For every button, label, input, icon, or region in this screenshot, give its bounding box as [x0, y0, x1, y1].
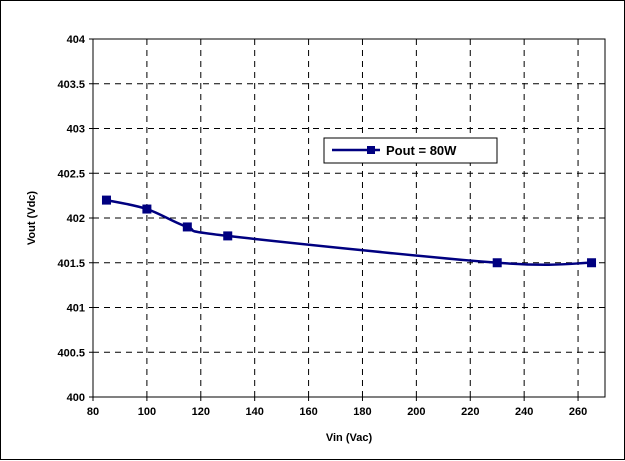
y-axis-label: Vout (Vdc): [26, 191, 38, 246]
y-tick-label: 403: [67, 124, 85, 136]
data-point: [142, 204, 152, 214]
x-tick-label: 260: [569, 406, 587, 418]
x-tick-label: 140: [246, 406, 264, 418]
y-tick-label: 400: [67, 392, 85, 404]
x-tick-label: 180: [353, 406, 371, 418]
legend: Pout = 80W: [323, 137, 498, 164]
data-point: [223, 231, 233, 241]
grid-lines: [93, 39, 605, 397]
x-tick-label: 160: [299, 406, 317, 418]
legend-label: Pout = 80W: [386, 143, 457, 158]
y-axis-ticks: 400 400.5 401 401.5 402 402.5 403 403.5 404: [57, 34, 93, 404]
x-tick-label: 100: [138, 406, 156, 418]
data-point: [182, 222, 192, 232]
x-tick-label: 240: [515, 406, 533, 418]
y-tick-label: 402.5: [57, 168, 85, 180]
y-tick-label: 404: [67, 34, 86, 46]
data-point: [101, 195, 111, 205]
x-tick-label: 80: [87, 406, 99, 418]
y-tick-label: 402: [67, 213, 85, 225]
x-axis-label: Vin (Vac): [326, 432, 373, 444]
legend-swatch-marker: [367, 146, 375, 154]
y-tick-label: 401: [67, 303, 85, 315]
y-tick-label: 403.5: [57, 79, 85, 91]
series-layer: [101, 195, 597, 268]
y-tick-label: 401.5: [57, 258, 85, 270]
data-point: [492, 258, 502, 268]
x-tick-label: 220: [461, 406, 479, 418]
x-tick-label: 200: [407, 406, 425, 418]
y-tick-label: 400.5: [57, 347, 85, 359]
data-point: [587, 258, 597, 268]
x-tick-label: 120: [192, 406, 210, 418]
x-axis-ticks: 80 100 120 140 160 180 200 220 240 260: [87, 397, 587, 418]
